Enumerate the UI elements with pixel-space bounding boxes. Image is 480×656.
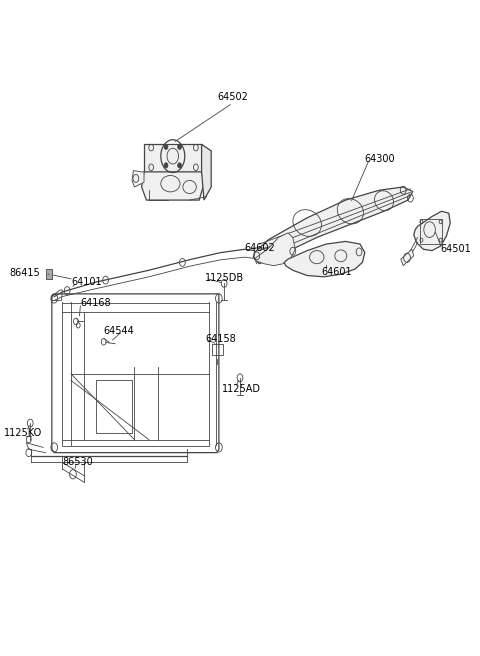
Text: 64544: 64544 — [103, 326, 134, 337]
Circle shape — [178, 163, 181, 168]
Bar — [420, 219, 442, 244]
Circle shape — [164, 163, 168, 168]
Bar — [96, 380, 132, 433]
Circle shape — [178, 144, 181, 150]
Text: 86530: 86530 — [62, 457, 93, 467]
Text: 86415: 86415 — [10, 268, 40, 278]
Text: 64300: 64300 — [365, 154, 396, 164]
Polygon shape — [414, 211, 450, 251]
Text: 64501: 64501 — [441, 244, 471, 255]
Text: 64101: 64101 — [71, 277, 102, 287]
Bar — [212, 344, 223, 355]
Polygon shape — [132, 171, 144, 187]
Text: 1125AD: 1125AD — [222, 384, 261, 394]
Text: 64168: 64168 — [81, 298, 111, 308]
Text: 1125KO: 1125KO — [4, 428, 42, 438]
Polygon shape — [284, 241, 365, 277]
Polygon shape — [253, 187, 413, 264]
Bar — [46, 269, 52, 279]
Text: 64502: 64502 — [217, 92, 248, 102]
Polygon shape — [254, 233, 295, 266]
Polygon shape — [144, 144, 202, 172]
Circle shape — [164, 144, 168, 150]
Text: 64158: 64158 — [205, 334, 236, 344]
Text: 64601: 64601 — [322, 267, 352, 277]
Polygon shape — [142, 172, 204, 200]
Text: 64602: 64602 — [245, 243, 276, 253]
Polygon shape — [202, 144, 211, 200]
Polygon shape — [401, 249, 414, 266]
Text: 1125DB: 1125DB — [205, 273, 245, 283]
